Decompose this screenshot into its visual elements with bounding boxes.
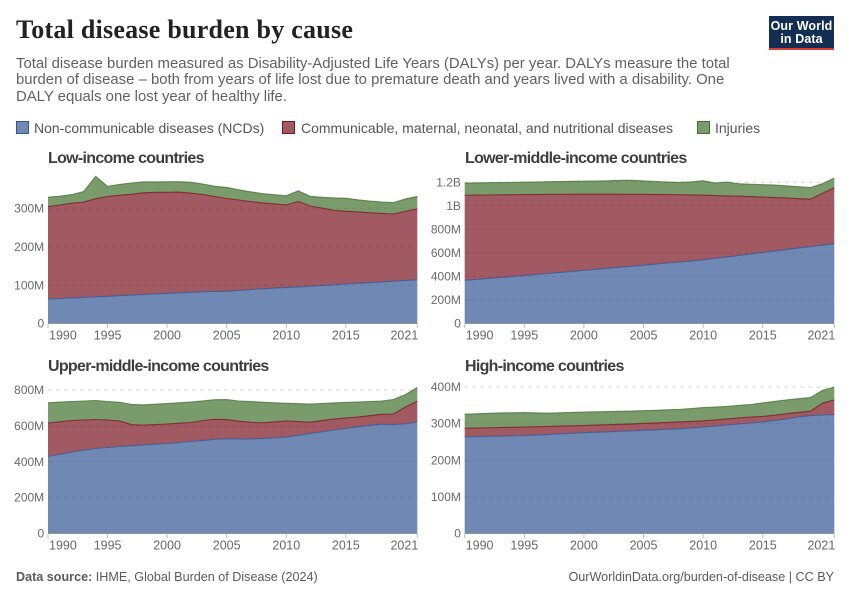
svg-text:2021: 2021: [807, 329, 835, 343]
svg-text:1990: 1990: [466, 329, 494, 343]
svg-text:1995: 1995: [510, 539, 538, 553]
svg-text:300M: 300M: [431, 417, 461, 431]
svg-text:2021: 2021: [390, 539, 418, 553]
svg-text:2005: 2005: [213, 329, 241, 343]
svg-text:2000: 2000: [153, 329, 181, 343]
svg-text:800M: 800M: [431, 222, 461, 236]
svg-text:200M: 200M: [14, 491, 44, 505]
svg-text:0: 0: [38, 317, 45, 331]
svg-text:1B: 1B: [446, 199, 461, 213]
svg-text:2010: 2010: [689, 539, 717, 553]
svg-text:2000: 2000: [570, 539, 598, 553]
svg-text:0: 0: [454, 527, 461, 541]
svg-text:800M: 800M: [14, 383, 44, 397]
svg-text:0: 0: [454, 317, 461, 331]
svg-text:300M: 300M: [14, 201, 44, 215]
svg-text:200M: 200M: [14, 240, 44, 254]
svg-text:2015: 2015: [332, 539, 360, 553]
svg-text:100M: 100M: [14, 278, 44, 292]
svg-text:1995: 1995: [94, 539, 122, 553]
svg-text:600M: 600M: [14, 419, 44, 433]
svg-text:2010: 2010: [272, 539, 300, 553]
svg-text:1.2B: 1.2B: [436, 175, 461, 189]
svg-text:2015: 2015: [749, 329, 777, 343]
svg-text:2015: 2015: [749, 539, 777, 553]
svg-text:400M: 400M: [14, 455, 44, 469]
svg-text:2010: 2010: [272, 329, 300, 343]
svg-text:2010: 2010: [689, 329, 717, 343]
svg-text:100M: 100M: [431, 490, 461, 504]
svg-text:400M: 400M: [431, 269, 461, 283]
svg-text:0: 0: [38, 527, 45, 541]
svg-text:2005: 2005: [630, 539, 658, 553]
svg-text:400M: 400M: [431, 380, 461, 394]
svg-text:2005: 2005: [213, 539, 241, 553]
svg-text:200M: 200M: [431, 453, 461, 467]
svg-text:1995: 1995: [94, 329, 122, 343]
svg-text:2015: 2015: [332, 329, 360, 343]
svg-text:200M: 200M: [431, 293, 461, 307]
svg-text:2021: 2021: [390, 329, 418, 343]
svg-text:2005: 2005: [630, 329, 658, 343]
svg-text:600M: 600M: [431, 246, 461, 260]
svg-text:1990: 1990: [49, 329, 77, 343]
svg-text:2000: 2000: [570, 329, 598, 343]
svg-text:2021: 2021: [807, 539, 835, 553]
svg-text:1995: 1995: [510, 329, 538, 343]
svg-text:1990: 1990: [49, 539, 77, 553]
svg-text:1990: 1990: [466, 539, 494, 553]
svg-text:2000: 2000: [153, 539, 181, 553]
